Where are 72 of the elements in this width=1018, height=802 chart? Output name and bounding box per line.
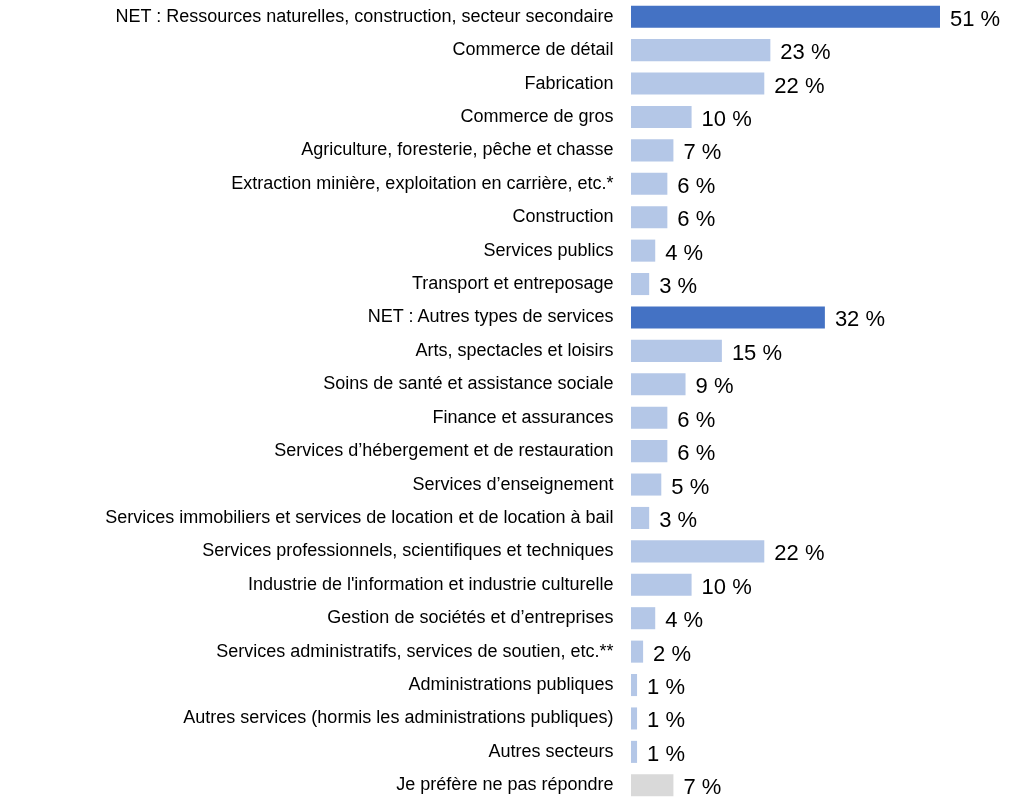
data-label: 7 % [683,139,722,165]
y-tick-label: Services administratifs, services de soutien, etc.** [216,640,614,661]
bar [631,473,662,496]
data-label: 6 % [677,206,716,232]
data-label: 9 % [695,373,734,399]
y-tick-label: Finance et assurances [432,406,614,427]
y-tick-label: Services publics [483,239,614,260]
data-label: 5 % [671,473,710,499]
y-tick-label: Services professionnels, scientifiques et techniques [202,540,614,561]
bar [631,540,765,563]
bar [631,72,765,95]
bar [631,774,674,797]
bar [631,674,638,697]
y-tick-label: Soins de santé et assistance sociale [323,373,614,394]
bar [631,239,656,262]
data-label: 4 % [665,607,704,633]
y-tick-label: Agriculture, foresterie, pêche et chasse [301,139,614,160]
data-label: 6 % [677,172,716,198]
bar [631,306,825,329]
y-tick-label: Extraction minière, exploitation en carrière, etc.* [231,172,614,193]
y-tick-label: NET : Ressources naturelles, construction, secteur secondaire [115,5,614,26]
y-tick-label: Commerce de gros [460,105,614,126]
data-label: 2 % [653,640,692,666]
y-tick-label: Arts, spectacles et loisirs [415,339,614,360]
data-label: 1 % [647,707,685,733]
y-tick-label: Autres secteurs [488,740,614,761]
bar [631,172,668,195]
bar [631,339,722,362]
bar [631,105,692,128]
bar [631,506,650,529]
bar [631,206,668,229]
bar [631,740,638,763]
bar [631,406,668,429]
y-tick-label: Industrie de l'information et industrie culturelle [247,573,614,594]
data-label: 51 % [950,5,1001,31]
bar [631,39,771,62]
y-tick-label: Services d’enseignement [412,473,614,494]
bar [631,573,692,596]
bar [631,640,644,663]
y-tick-label: Transport et entreposage [412,273,614,294]
bar [631,373,686,396]
data-label: 1 % [647,740,685,766]
data-label: 6 % [677,440,716,466]
data-label: 7 % [683,774,722,800]
data-label: 10 % [701,573,752,599]
data-label: 3 % [659,506,698,532]
data-label: 23 % [780,39,831,65]
y-tick-label: Construction [512,206,614,227]
y-tick-label: Administrations publiques [408,674,614,695]
data-label: 15 % [731,339,783,365]
bar [631,139,674,162]
data-label: 3 % [659,273,698,299]
bar [631,440,668,463]
y-tick-label: Fabrication [524,72,614,93]
y-tick-label: Services d’hébergement et de restauration [274,440,614,461]
data-label: 6 % [677,406,716,432]
bar [631,273,650,296]
data-label: 32 % [834,306,886,332]
data-label: 10 % [701,105,752,131]
data-label: 4 % [665,239,704,265]
data-label: 22 % [774,72,825,98]
y-tick-label: Services immobiliers et services de location et de location à bail [105,506,614,527]
y-tick-label: Gestion de sociétés et d’entreprises [327,607,614,628]
data-label: 1 % [647,674,685,700]
bar [631,707,638,730]
bar [631,607,656,630]
y-tick-label: Je préfère ne pas répondre [396,774,614,795]
y-tick-label: Commerce de détail [452,39,614,60]
bar [631,5,940,28]
y-tick-label: NET : Autres types de services [367,306,614,327]
y-tick-label: Autres services (hormis les administrations publiques) [183,707,614,728]
data-label: 22 % [774,540,825,566]
